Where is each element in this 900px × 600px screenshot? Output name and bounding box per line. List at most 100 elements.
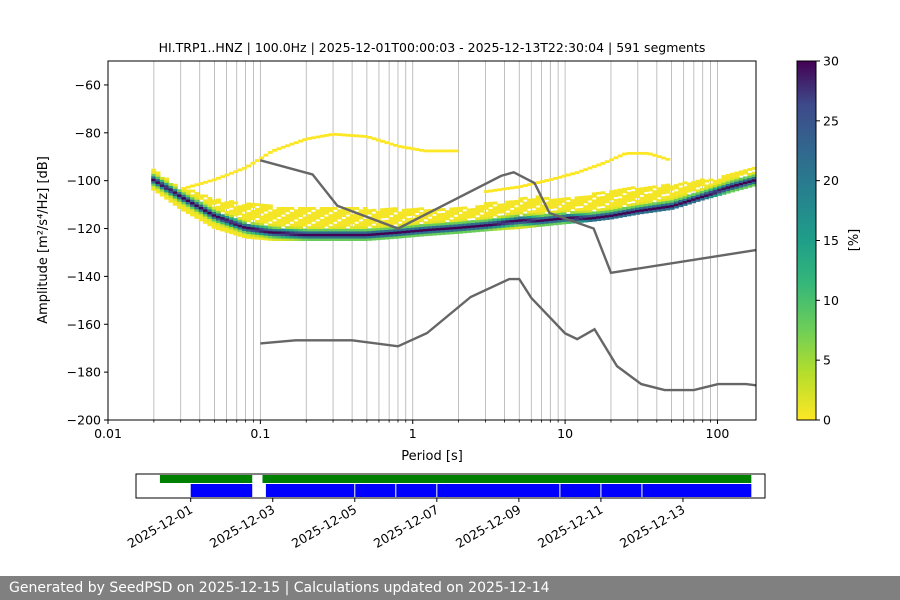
heatmap-cell	[237, 212, 243, 216]
heatmap-cell	[319, 235, 325, 239]
heatmap-cell	[224, 227, 230, 231]
heatmap-cell	[375, 227, 381, 231]
heatmap-cell	[527, 205, 532, 209]
heatmap-cell	[686, 184, 692, 188]
heatmap-cell	[673, 186, 679, 190]
heatmap-cell	[220, 221, 226, 225]
data-availability-timeline	[135, 473, 766, 499]
heatmap-cell	[673, 191, 679, 195]
heatmap-cell	[328, 228, 334, 232]
heatmap-cell	[518, 206, 524, 210]
heatmap-cell	[362, 228, 368, 232]
heatmap-cell	[544, 208, 550, 212]
heatmap-cell	[583, 217, 589, 221]
heatmap-cell	[466, 227, 472, 231]
heatmap-cell	[600, 210, 606, 214]
heatmap-cell	[570, 199, 576, 203]
heatmap-cell	[228, 219, 234, 223]
heatmap-cell	[319, 211, 325, 215]
heatmap-cell	[345, 223, 351, 227]
heatmap-cell	[254, 227, 260, 231]
heatmap-cell	[414, 231, 420, 235]
heatmap-cell	[375, 230, 381, 233]
heatmap-cell	[332, 218, 338, 222]
heatmap-cell	[531, 219, 537, 223]
heatmap-cell	[721, 179, 727, 183]
psd-segment-bar	[190, 484, 253, 497]
heatmap-cell	[177, 189, 183, 193]
heatmap-cell	[237, 229, 243, 233]
heatmap-cell	[432, 149, 437, 153]
heatmap-cell	[254, 203, 260, 207]
psd-figure: HI.TRP1..HNZ | 100.0Hz | 2025-12-01T00:0…	[36, 40, 862, 551]
heatmap-cell	[656, 155, 662, 159]
y-axis-ticks: −200−180−160−140−120−100−80−60	[67, 77, 108, 428]
heatmap-cell	[311, 216, 316, 220]
heatmap-cell	[349, 226, 355, 230]
heatmap-cell	[324, 211, 329, 215]
heatmap-cell	[492, 223, 498, 226]
heatmap-cell	[349, 216, 355, 220]
heatmap-cell	[544, 179, 550, 182]
heatmap-cell	[397, 235, 403, 239]
heatmap-cell	[168, 187, 174, 191]
heatmap-cell	[324, 221, 329, 225]
heatmap-cell	[535, 224, 541, 228]
heatmap-cell	[285, 233, 291, 237]
heatmap-cell	[453, 223, 459, 227]
heatmap-cell	[259, 220, 265, 224]
heatmap-cell	[699, 195, 705, 199]
heatmap-cell	[695, 191, 701, 195]
heatmap-cell	[250, 214, 256, 218]
heatmap-cell	[280, 145, 286, 149]
heatmap-cell	[168, 183, 174, 186]
heatmap-cell	[172, 188, 178, 192]
heatmap-cell	[721, 189, 727, 193]
heatmap-cell	[272, 209, 278, 213]
heatmap-cell	[190, 199, 195, 203]
heatmap-cell	[276, 235, 282, 239]
heatmap-cell	[207, 208, 213, 212]
heatmap-cell	[194, 208, 200, 212]
heatmap-cell	[604, 217, 610, 220]
heatmap-cell	[738, 182, 744, 186]
heatmap-cell	[233, 218, 239, 222]
heatmap-cell	[410, 234, 416, 238]
heatmap-cell	[358, 228, 364, 232]
heatmap-cell	[319, 233, 325, 237]
heatmap-cell	[181, 191, 187, 195]
heatmap-cell	[570, 218, 576, 222]
heatmap-cell	[354, 206, 360, 210]
heatmap-cell	[596, 191, 602, 195]
heatmap-cell	[220, 214, 226, 218]
heatmap-cell	[531, 210, 537, 214]
heatmap-cell	[397, 214, 403, 217]
heatmap-cell	[401, 211, 407, 215]
heatmap-cell	[181, 194, 187, 198]
heatmap-cell	[540, 211, 545, 215]
heatmap-cell	[254, 210, 260, 214]
heatmap-cell	[622, 197, 627, 201]
heatmap-cell	[639, 199, 645, 203]
heatmap-cell	[427, 221, 433, 224]
heatmap-cell	[151, 180, 157, 184]
heatmap-cell	[315, 211, 321, 215]
heatmap-cell	[185, 199, 191, 203]
heatmap-cell	[285, 235, 291, 239]
heatmap-cell	[518, 197, 524, 201]
heatmap-cell	[544, 220, 550, 224]
heatmap-cell	[578, 169, 584, 173]
heatmap-cell	[496, 218, 502, 221]
heatmap-cell	[241, 225, 247, 229]
heatmap-cell	[233, 230, 239, 234]
heatmap-cell	[328, 218, 334, 222]
heatmap-cell	[207, 204, 213, 208]
heatmap-cell	[751, 174, 756, 177]
heatmap-cell	[358, 221, 364, 225]
heatmap-cell	[349, 221, 355, 225]
heatmap-cell	[496, 210, 502, 214]
heatmap-cell	[643, 205, 649, 209]
heatmap-cell	[626, 199, 632, 202]
heatmap-cell	[514, 223, 519, 227]
heatmap-cell	[665, 183, 671, 187]
